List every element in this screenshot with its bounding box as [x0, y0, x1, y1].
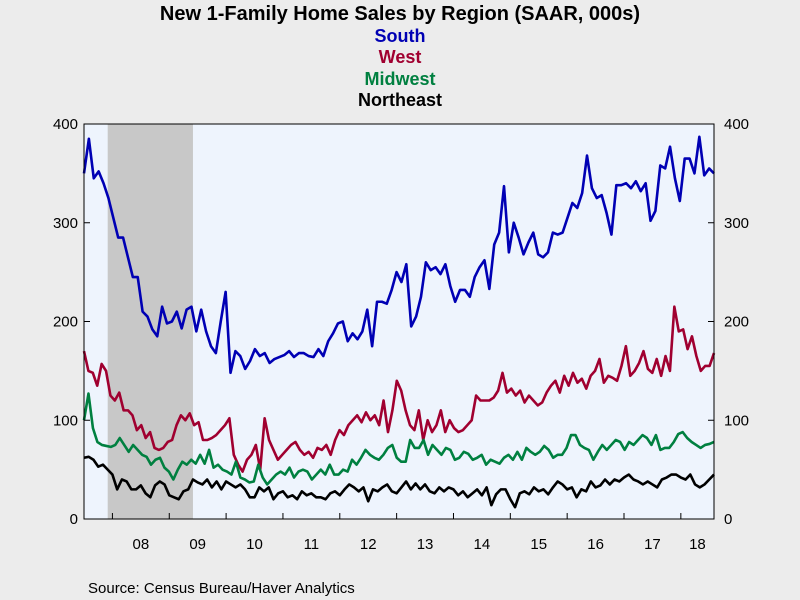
y-tick-right-label: 100 — [724, 412, 749, 429]
legend-west: West — [379, 47, 422, 67]
y-tick-right-label: 0 — [724, 511, 732, 528]
source-note: Source: Census Bureau/Haver Analytics — [88, 580, 355, 597]
x-tick-label: 12 — [360, 536, 377, 553]
legend-northeast: Northeast — [358, 90, 442, 110]
y-tick-left-label: 300 — [53, 215, 78, 232]
series-line-west — [82, 305, 716, 473]
x-axis: 08 09 10 11 12 13 14 15 16 17 18 — [111, 513, 706, 553]
legend-midwest: Midwest — [364, 69, 435, 89]
series-line-northeast — [83, 455, 715, 509]
y-axis-right: 0 100 200 300 400 — [708, 116, 749, 528]
y-tick-right-label: 300 — [724, 215, 749, 232]
x-tick-label: 09 — [189, 536, 206, 553]
y-tick-right-label: 400 — [724, 116, 749, 133]
y-tick-left-label: 0 — [70, 511, 78, 528]
series-line-midwest — [82, 392, 715, 486]
x-tick-label: 15 — [530, 536, 547, 553]
x-tick-label: 13 — [417, 536, 434, 553]
x-tick-label: 10 — [246, 536, 263, 553]
y-tick-left-label: 100 — [53, 412, 78, 429]
y-tick-left-label: 200 — [53, 314, 78, 331]
x-tick-label: 14 — [474, 536, 491, 553]
x-tick-label: 11 — [304, 536, 320, 553]
series-line-south — [82, 135, 715, 375]
x-tick-label: 17 — [644, 536, 661, 553]
series-group — [82, 135, 716, 509]
y-tick-left-label: 400 — [53, 116, 78, 133]
y-tick-right-label: 200 — [724, 314, 749, 331]
x-tick-label: 08 — [132, 536, 149, 553]
legend-south: South — [375, 26, 426, 46]
y-axis-left: 0 100 200 300 400 — [53, 116, 90, 528]
chart-title: New 1-Family Home Sales by Region (SAAR,… — [160, 3, 640, 25]
x-tick-label: 16 — [587, 536, 604, 553]
x-tick-label: 18 — [689, 536, 706, 553]
